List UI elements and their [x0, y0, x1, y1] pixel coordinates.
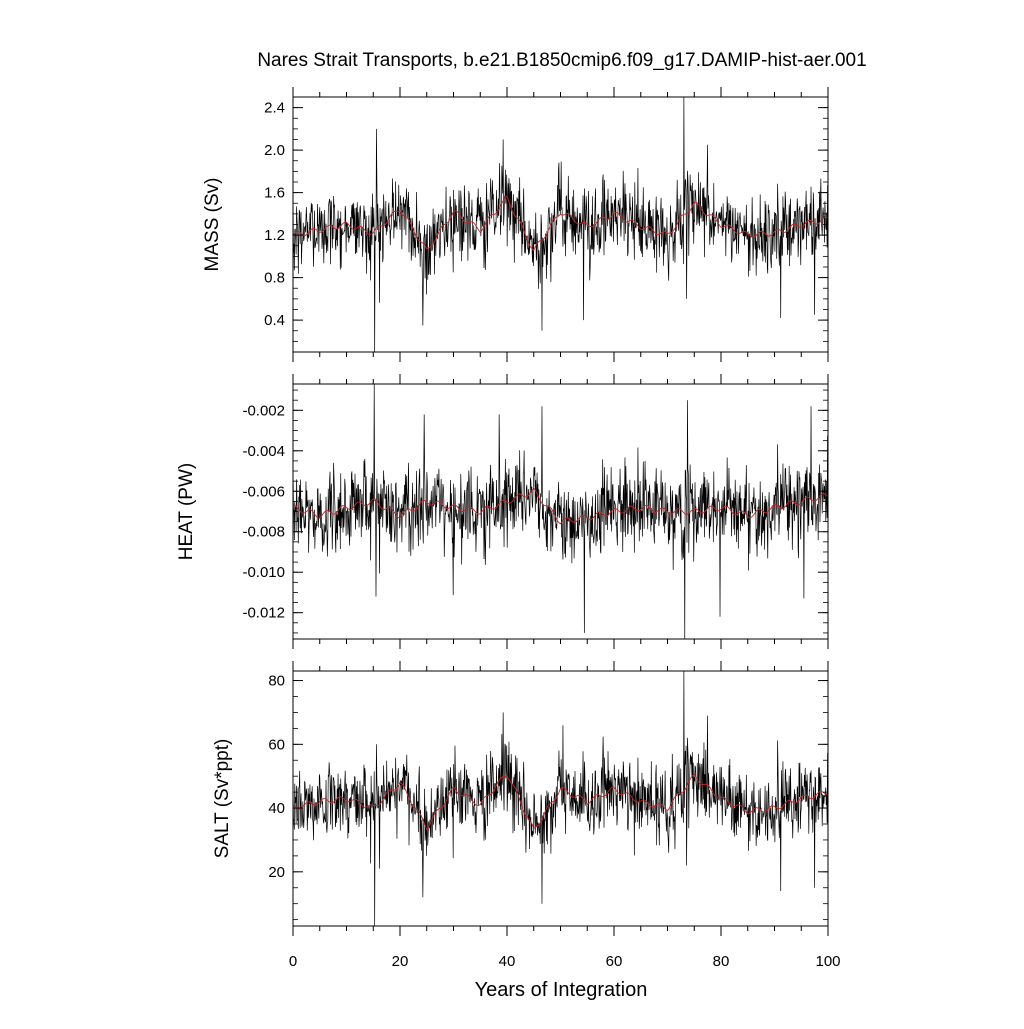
x-tick-label: 0 — [289, 953, 297, 970]
y-tick-label: 1.2 — [264, 227, 285, 244]
y-tick-label: 20 — [268, 864, 285, 881]
y-tick-label: -0.012 — [242, 605, 285, 622]
panel-1: 0.4 0.8 1.2 1.6 2.0 2.4 MASS (Sv) — [202, 87, 829, 362]
y-tick-label: 80 — [268, 673, 285, 690]
panel-2: -0.002 -0.004 -0.006 -0.008 -0.010 -0.012 HEAT… — [176, 374, 829, 649]
x-tick-label: 60 — [606, 953, 623, 970]
y-axis-label: MASS (Sv) — [202, 178, 223, 272]
series-raw-line — [292, 96, 829, 353]
y-tick-label: 0.4 — [264, 312, 285, 329]
y-tick-label: -0.006 — [242, 483, 285, 500]
y-tick-label: 0.8 — [264, 270, 285, 287]
y-axis-label: HEAT (PW) — [176, 463, 197, 560]
y-tick-label: -0.008 — [242, 524, 285, 541]
panel-3: 20 40 60 80 SALT (Sv*ppt) — [212, 661, 829, 936]
x-tick-label: 80 — [713, 953, 730, 970]
series-smoothed-line — [292, 487, 829, 525]
y-tick-label: 1.6 — [264, 185, 285, 202]
chart-title: Nares Strait Transports, b.e21.B1850cmip… — [257, 50, 866, 71]
series-smoothed-line — [292, 773, 829, 831]
series-raw-line — [292, 670, 829, 927]
x-tick-label: 100 — [815, 953, 840, 970]
series-raw-line — [292, 383, 829, 640]
y-tick-label: -0.004 — [242, 443, 285, 460]
y-tick-label: -0.010 — [242, 564, 285, 581]
x-tick-label: 20 — [392, 953, 409, 970]
x-tick-label: 40 — [499, 953, 516, 970]
y-tick-label: 2.4 — [264, 100, 285, 117]
series-smoothed-line — [292, 195, 829, 252]
y-tick-label: 40 — [268, 800, 285, 817]
y-axis-label: SALT (Sv*ppt) — [212, 739, 233, 859]
y-tick-label: -0.002 — [242, 402, 285, 419]
y-tick-label: 60 — [268, 736, 285, 753]
y-tick-label: 2.0 — [264, 142, 285, 159]
x-axis-label: Years of Integration — [475, 979, 648, 1001]
